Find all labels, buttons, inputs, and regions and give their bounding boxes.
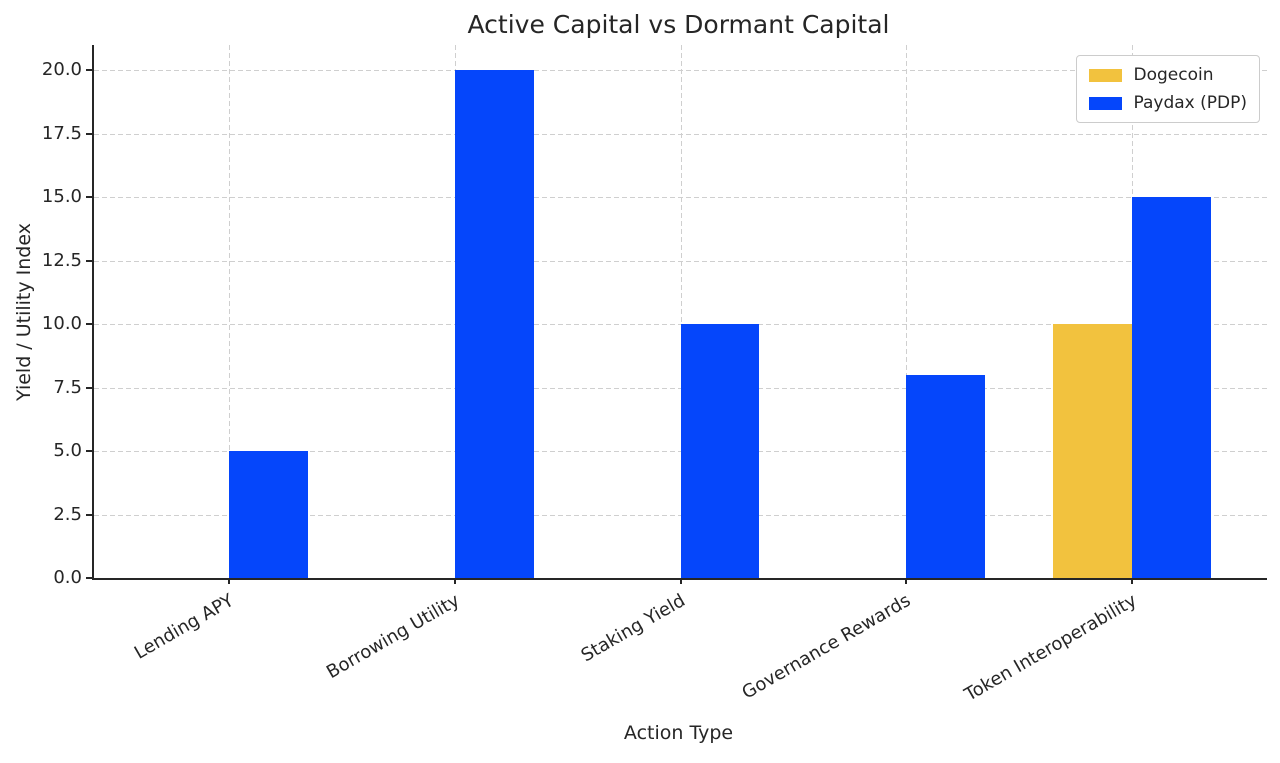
y-tick-label: 7.5 [53, 376, 82, 398]
bar-dogecoin-token-interoperability [1052, 324, 1132, 578]
legend-swatch-paydax-pdp [1088, 96, 1122, 110]
y-tick-label: 15.0 [41, 186, 82, 208]
y-tick-mark [86, 196, 92, 199]
plot-area: 0.0 2.5 5.0 7.5 10.0 12.5 15.0 17.5 20.0 Lending … [42, 45, 1267, 706]
legend-item-paydax-pdp: Paydax (PDP) [1088, 93, 1248, 113]
y-tick-label: 17.5 [41, 122, 82, 144]
legend-item-dogecoin: Dogecoin [1088, 65, 1248, 85]
x-tick-label-lending-apy: Lending APY [131, 590, 238, 664]
x-tick-mark [1130, 578, 1133, 584]
chart-title: Active Capital vs Dormant Capital [467, 10, 890, 39]
gridline-vertical [680, 45, 682, 578]
x-tick-label-borrowing-utility: Borrowing Utility [323, 590, 464, 684]
bar-paydax-pdp-governance-rewards [906, 374, 985, 578]
y-tick-mark [86, 577, 92, 579]
y-axis-label: Yield / Utility Index [13, 223, 35, 401]
y-tick-mark [86, 450, 92, 453]
bar-paydax-pdp-borrowing-utility [454, 70, 534, 578]
y-tick-label: 20.0 [41, 59, 82, 81]
bar-paydax-pdp-token-interoperability [1131, 197, 1211, 578]
y-tick-mark [86, 132, 92, 135]
bar-paydax-pdp-staking-yield [680, 324, 760, 578]
y-tick-label: 5.0 [53, 440, 82, 462]
bar-paydax-pdp-lending-apy [229, 451, 309, 578]
x-tick-label-governance-rewards: Governance Rewards [738, 590, 915, 704]
y-tick-mark [86, 513, 92, 516]
legend-swatch-dogecoin [1088, 68, 1122, 82]
x-tick-label-staking-yield: Staking Yield [577, 590, 689, 667]
y-tick-mark [86, 386, 92, 389]
x-tick-mark [228, 578, 231, 584]
y-tick-label: 10.0 [41, 313, 82, 335]
y-tick-mark [86, 69, 92, 72]
legend: Dogecoin Paydax (PDP) [1075, 55, 1260, 123]
x-tick-mark [679, 578, 682, 584]
gridline-vertical [229, 45, 231, 578]
y-tick-label: 12.5 [41, 249, 82, 271]
x-axis-label: Action Type [623, 722, 734, 744]
legend-label-dogecoin: Dogecoin [1133, 65, 1214, 85]
x-tick-mark [453, 578, 456, 584]
gridline-vertical [906, 45, 908, 578]
y-tick-label: 0.0 [53, 567, 82, 588]
y-tick-mark [86, 323, 92, 326]
x-tick-label-token-interoperability: Token Interoperability [960, 590, 1141, 706]
y-tick-label: 2.5 [53, 503, 82, 525]
legend-label-paydax-pdp: Paydax (PDP) [1133, 93, 1248, 113]
y-tick-mark [86, 259, 92, 262]
x-tick-mark [905, 578, 908, 584]
